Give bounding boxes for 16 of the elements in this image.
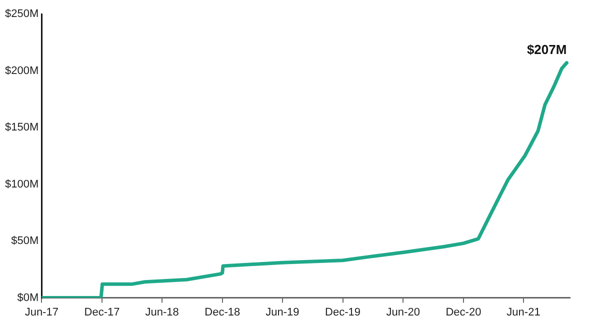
x-tick-label: Dec-17 bbox=[84, 306, 120, 318]
y-tick-label: $100M bbox=[4, 178, 39, 190]
y-tick-label: $50M bbox=[11, 235, 39, 248]
x-tick-label: Jun-20 bbox=[386, 306, 420, 318]
annotation: $207M bbox=[526, 42, 567, 57]
x-tick-label: Jun-19 bbox=[266, 306, 300, 318]
x-tick-label: Jun-21 bbox=[506, 306, 540, 318]
x-tick-label: Dec-19 bbox=[325, 306, 360, 318]
x-tick-label: Jun-17 bbox=[24, 306, 58, 318]
y-tick-label: $250M bbox=[4, 8, 39, 20]
y-tick-label: $150M bbox=[4, 122, 39, 134]
y-tick-label: $0M bbox=[17, 292, 39, 304]
y-tick-label: $200M bbox=[4, 64, 39, 77]
x-tick-label: Jun-18 bbox=[145, 306, 179, 318]
x-tick-label: Dec-18 bbox=[204, 306, 240, 318]
x-tick-label: Dec-20 bbox=[446, 306, 482, 318]
